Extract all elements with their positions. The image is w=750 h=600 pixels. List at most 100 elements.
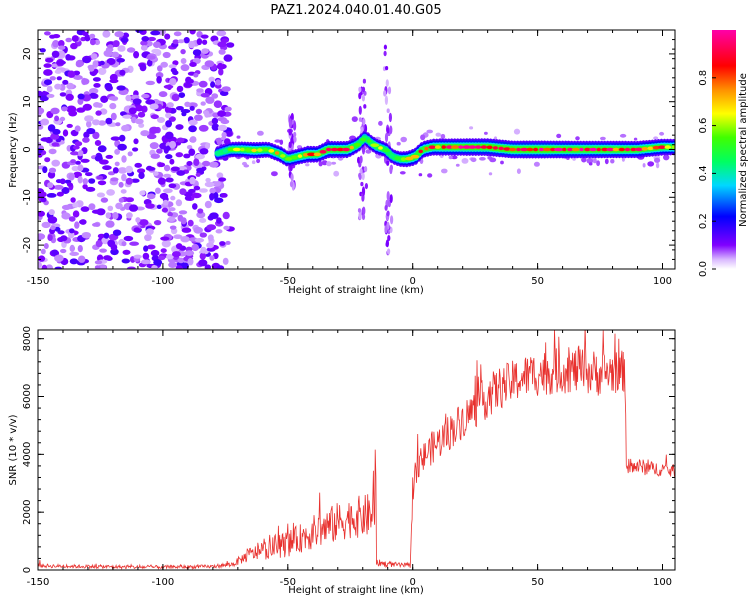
- noise-blob: [218, 68, 224, 76]
- noise-blob: [198, 259, 208, 267]
- artifact-blob: [361, 172, 365, 181]
- scatter-blob: [575, 136, 580, 141]
- noise-blob: [176, 170, 186, 176]
- artifact-blob: [386, 210, 390, 217]
- scatter-blob: [593, 158, 597, 164]
- noise-blob: [81, 232, 92, 239]
- noise-blob: [72, 145, 80, 150]
- noise-blob: [50, 225, 56, 230]
- noise-blob: [125, 94, 132, 102]
- noise-blob: [225, 131, 233, 137]
- noise-blob: [60, 235, 68, 242]
- noise-blob: [160, 61, 168, 68]
- artifact-blob: [385, 239, 389, 248]
- ridge-core: [601, 147, 608, 152]
- noise-blob: [68, 173, 75, 181]
- noise-blob: [147, 244, 156, 250]
- noise-blob: [95, 110, 102, 116]
- noise-blob: [171, 93, 180, 102]
- noise-blob: [226, 42, 235, 48]
- noise-blob: [220, 119, 230, 125]
- ridge-core: [498, 146, 504, 151]
- artifact-blob: [361, 194, 365, 202]
- ridge-core: [353, 143, 362, 147]
- noise-blob: [201, 48, 209, 54]
- noise-blob: [133, 51, 140, 59]
- noise-blob: [176, 137, 185, 143]
- scatter-blob: [243, 164, 250, 168]
- y-tick-label: 10: [22, 95, 33, 108]
- noise-blob: [189, 105, 195, 111]
- noise-blob: [199, 252, 206, 260]
- noise-blob: [187, 219, 194, 227]
- ridge-core: [567, 147, 574, 152]
- noise-blob: [105, 212, 112, 219]
- y-tick-label: -10: [22, 189, 33, 205]
- noise-blob: [150, 249, 160, 257]
- x-tick-label: 0: [410, 577, 416, 588]
- scatter-blob: [469, 126, 474, 130]
- noise-blob: [65, 54, 72, 61]
- scatter-blob: [470, 157, 477, 163]
- noise-blob: [209, 255, 215, 261]
- noise-blob: [99, 248, 107, 253]
- ridge-core: [342, 147, 350, 152]
- ridge-core: [543, 147, 552, 152]
- noise-blob: [38, 90, 43, 98]
- noise-blob: [202, 160, 211, 167]
- noise-blob: [168, 207, 176, 212]
- ridge-core: [313, 152, 321, 157]
- ridge-core: [533, 147, 539, 152]
- noise-blob: [167, 216, 176, 222]
- spectrogram-xlabel: Height of straight line (km): [288, 285, 424, 296]
- noise-blob: [58, 45, 66, 50]
- scatter-blob: [642, 163, 646, 168]
- figure-title: PAZ1.2024.040.01.40.G05: [270, 3, 441, 18]
- noise-blob: [172, 60, 179, 66]
- scatter-blob: [440, 133, 446, 140]
- ridge-core: [596, 147, 601, 152]
- noise-blob: [152, 171, 159, 176]
- noise-blob: [194, 238, 205, 243]
- noise-blob: [180, 49, 186, 55]
- noise-blob: [109, 73, 118, 82]
- noise-blob: [157, 177, 166, 185]
- noise-blob: [110, 112, 117, 121]
- noise-blob: [165, 131, 174, 140]
- scatter-blob: [533, 161, 540, 167]
- noise-blob: [200, 34, 209, 39]
- artifact-blob: [358, 211, 362, 220]
- ridge-core: [503, 147, 511, 151]
- noise-blob: [77, 245, 83, 253]
- noise-blob: [119, 69, 126, 76]
- noise-blob: [181, 227, 192, 233]
- scatter-blob: [351, 116, 358, 122]
- noise-blob: [111, 51, 120, 58]
- noise-blob: [80, 158, 90, 163]
- ridge-core: [394, 156, 402, 161]
- noise-blob: [158, 91, 168, 98]
- snr-ticks: -150 -100 -50 0 50 100 0 2000 4000 6000 8000: [22, 326, 675, 588]
- noise-blob: [48, 167, 57, 174]
- noise-blob: [51, 142, 60, 147]
- artifact-blob: [384, 95, 388, 105]
- noise-blob: [139, 190, 146, 196]
- noise-blob: [195, 172, 201, 177]
- scatter-blob: [513, 128, 521, 135]
- noise-blob: [84, 115, 94, 122]
- noise-blob: [145, 166, 156, 171]
- noise-blob: [43, 69, 53, 76]
- noise-blob: [193, 72, 199, 78]
- noise-blob: [106, 58, 116, 65]
- noise-blob: [92, 119, 100, 126]
- noise-blob: [165, 120, 173, 128]
- noise-blob: [211, 117, 219, 125]
- ridge-core: [441, 145, 446, 149]
- noise-blob: [98, 120, 107, 126]
- noise-blob: [45, 57, 54, 63]
- scatter-blob: [500, 160, 504, 165]
- noise-blob: [133, 227, 141, 233]
- colorbar-label: Normalized spectral amplitude: [738, 73, 749, 227]
- noise-blob: [224, 106, 232, 112]
- noise-blob: [151, 264, 158, 269]
